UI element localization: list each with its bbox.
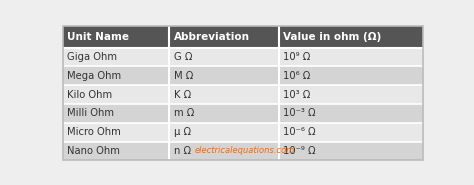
Bar [169,142,279,160]
Bar [63,48,169,66]
Text: Mega Ohm: Mega Ohm [67,71,121,81]
Text: 10⁻³ Ω: 10⁻³ Ω [283,108,316,118]
Bar [169,26,279,48]
Text: M Ω: M Ω [173,71,193,81]
Bar [279,85,423,104]
Text: 10⁶ Ω: 10⁶ Ω [283,71,310,81]
Text: K Ω: K Ω [173,90,191,100]
Bar [63,123,169,142]
Text: Kilo Ohm: Kilo Ohm [67,90,112,100]
Text: Abbreviation: Abbreviation [173,32,249,42]
Bar [279,66,423,85]
Text: 10⁻⁹ Ω: 10⁻⁹ Ω [283,146,316,156]
Text: n Ω: n Ω [173,146,191,156]
Bar [169,104,279,123]
Text: G Ω: G Ω [173,52,192,62]
Bar [169,66,279,85]
Text: Milli Ohm: Milli Ohm [67,108,114,118]
Text: m Ω: m Ω [173,108,194,118]
Bar [169,48,279,66]
Bar [63,26,169,48]
Text: 10³ Ω: 10³ Ω [283,90,310,100]
Bar [279,26,423,48]
Bar [63,85,169,104]
Text: μ Ω: μ Ω [173,127,191,137]
Text: Unit Name: Unit Name [67,32,129,42]
Text: electricalequations.com: electricalequations.com [195,147,295,155]
Bar [279,48,423,66]
Text: Nano Ohm: Nano Ohm [67,146,120,156]
Bar [63,142,169,160]
Text: Giga Ohm: Giga Ohm [67,52,118,62]
Bar [63,104,169,123]
Bar [279,142,423,160]
Text: Value in ohm (Ω): Value in ohm (Ω) [283,32,382,42]
Bar [169,85,279,104]
Text: 10⁻⁶ Ω: 10⁻⁶ Ω [283,127,316,137]
Bar [169,123,279,142]
Bar [63,66,169,85]
Text: 10⁹ Ω: 10⁹ Ω [283,52,310,62]
Bar [279,123,423,142]
Bar [279,104,423,123]
Text: Micro Ohm: Micro Ohm [67,127,121,137]
